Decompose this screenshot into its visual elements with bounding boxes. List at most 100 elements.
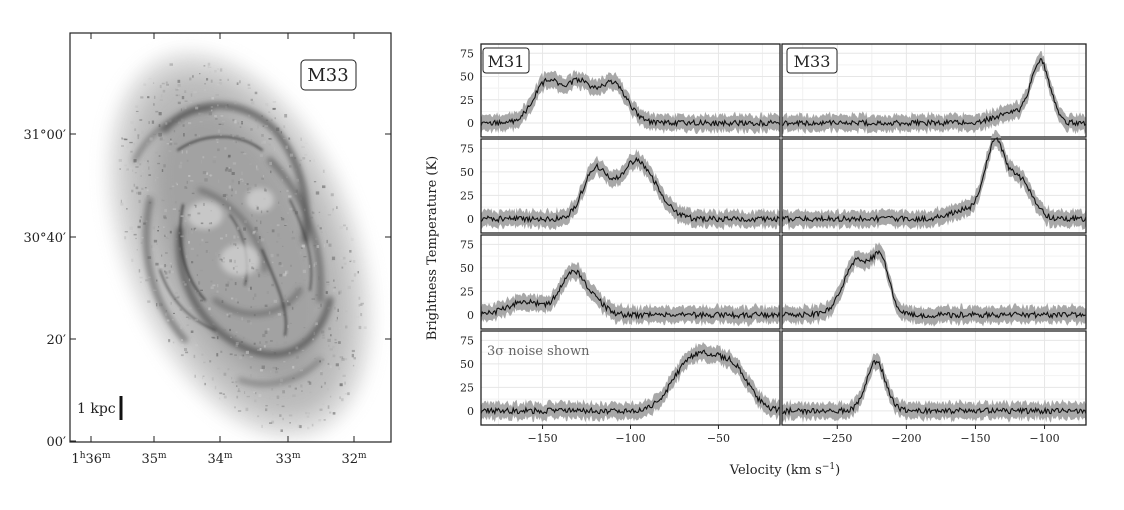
speckle-dot <box>305 411 308 415</box>
speckle-dot <box>279 383 282 386</box>
speckle-dot <box>162 89 166 93</box>
speckle-dot <box>185 316 189 318</box>
speckle-dot <box>287 212 289 214</box>
speckle-dot <box>289 235 293 238</box>
speckle-dot <box>170 301 172 305</box>
speckle-dot <box>289 153 294 157</box>
speckle-dot <box>156 303 158 307</box>
m31-title: M31 <box>488 52 525 71</box>
speckle-dot <box>201 353 204 356</box>
speckle-dot <box>295 419 297 423</box>
speckle-dot <box>211 259 214 261</box>
speckle-dot <box>255 119 257 122</box>
speckle-dot <box>165 81 168 84</box>
speckle-dot <box>288 207 293 211</box>
speckle-dot <box>184 220 187 222</box>
speckle-dot <box>209 70 212 74</box>
speckle-dot <box>238 126 241 128</box>
speckle-dot <box>338 341 341 344</box>
speckle-dot <box>270 137 273 141</box>
speckle-dot <box>169 230 172 234</box>
speckle-dot <box>337 314 339 317</box>
speckle-dot <box>166 319 170 322</box>
speckle-dot <box>209 360 212 363</box>
speckle-dot <box>314 358 317 360</box>
speckle-dot <box>184 348 188 351</box>
speckle-dot <box>320 385 323 388</box>
scale-bar-label: 1 kpc <box>77 401 116 417</box>
speckle-dot <box>334 338 337 341</box>
speckle-dot <box>229 353 233 356</box>
speckle-dot <box>135 166 139 168</box>
speckle-dot <box>197 104 201 107</box>
speckle-dot <box>246 183 249 186</box>
speckle-dot <box>246 269 248 273</box>
speckle-dot <box>130 160 132 164</box>
speckle-dot <box>180 215 184 218</box>
speckle-dot <box>264 367 266 369</box>
speckle-dot <box>194 319 199 321</box>
speckle-dot <box>253 391 256 393</box>
speckle-dot <box>185 351 189 354</box>
speckle-dot <box>147 256 152 259</box>
speckle-dot <box>212 160 216 164</box>
speckle-dot <box>181 118 184 122</box>
speckle-dot <box>156 306 159 310</box>
speckle-dot <box>235 381 238 384</box>
speckle-dot <box>251 263 255 265</box>
speckle-dot <box>140 241 143 244</box>
speckle-dot <box>169 262 172 264</box>
speckle-dot <box>237 218 239 221</box>
speckle-dot <box>153 239 158 243</box>
speckle-dot <box>313 261 317 265</box>
speckle-dot <box>295 346 299 350</box>
speckle-dot <box>273 299 278 303</box>
speckle-dot <box>263 175 265 178</box>
speckle-dot <box>253 231 256 233</box>
speckle-dot <box>196 254 199 257</box>
speckle-dot <box>263 197 266 200</box>
speckle-dot <box>228 312 233 315</box>
speckle-dot <box>308 264 311 268</box>
speckle-dot <box>320 370 322 374</box>
speckle-dot <box>164 264 166 268</box>
speckle-dot <box>261 134 264 137</box>
speckle-dot <box>237 410 242 412</box>
speckle-dot <box>148 166 150 170</box>
speckle-dot <box>134 128 137 131</box>
speckle-dot <box>126 188 128 190</box>
speckle-dot <box>226 313 229 316</box>
spectrum-panel: 0 25 50 75 <box>460 138 781 234</box>
speckle-dot <box>198 281 201 285</box>
speckle-dot <box>247 320 251 323</box>
speckle-dot <box>351 353 354 358</box>
speckle-dot <box>205 241 209 243</box>
speckle-dot <box>119 168 121 170</box>
speckle-dot <box>217 68 219 70</box>
speckle-dot <box>313 159 315 162</box>
speckle-dot <box>239 80 241 84</box>
speckle-dot <box>271 118 273 120</box>
speckle-dot <box>133 159 137 163</box>
spectra-y-tick: 75 <box>460 142 474 155</box>
speckle-dot <box>250 286 252 290</box>
spectra-y-tick: 50 <box>460 262 474 275</box>
speckle-dot <box>243 238 247 240</box>
speckle-dot <box>301 349 305 352</box>
speckle-dot <box>153 289 157 291</box>
speckle-dot <box>163 215 167 219</box>
speckle-dot <box>231 297 234 300</box>
speckle-dot <box>295 355 299 359</box>
speckle-dot <box>225 105 228 109</box>
speckle-dot <box>294 387 297 390</box>
speckle-dot <box>124 231 128 233</box>
speckle-dot <box>245 280 247 283</box>
speckle-dot <box>284 225 287 226</box>
speckle-dot <box>257 415 260 418</box>
speckle-dot <box>309 160 311 162</box>
speckle-dot <box>238 388 240 392</box>
speckle-dot <box>156 243 158 245</box>
speckle-dot <box>235 344 239 347</box>
speckle-dot <box>253 342 256 345</box>
speckle-dot <box>208 112 212 116</box>
